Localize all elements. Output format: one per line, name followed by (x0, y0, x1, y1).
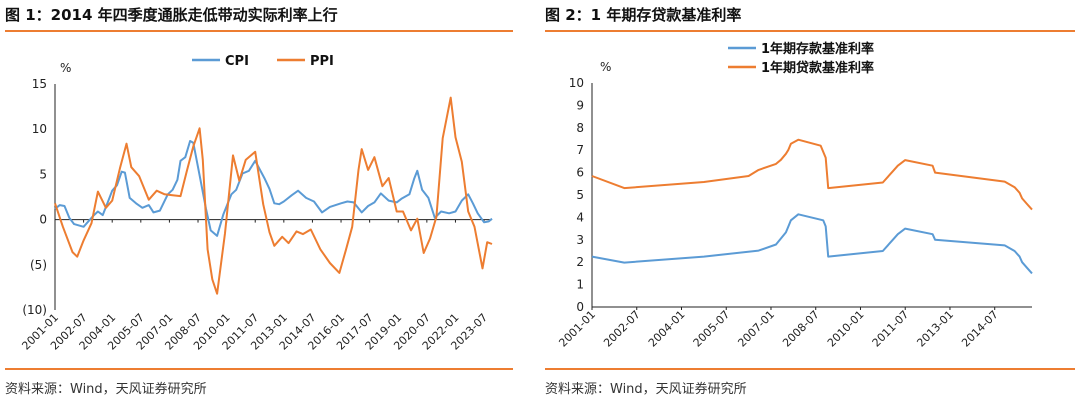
y-tick-label: (10) (22, 303, 47, 317)
title-underline (5, 30, 513, 32)
x-tick-label: 2008-07 (780, 308, 822, 350)
x-tick-label: 2010-01 (825, 308, 867, 350)
figure-1-source: 资料来源：Wind，天风证券研究所 (5, 382, 207, 397)
series-line-a (54, 140, 493, 237)
legend-label: CPI (225, 54, 249, 69)
y-tick-label: 0 (39, 213, 47, 227)
y-tick-label: 9 (576, 98, 584, 112)
series-line-b (54, 96, 493, 295)
source-rule (5, 368, 513, 370)
figure-2-title: 图 2：1 年期存贷款基准利率 (545, 6, 742, 24)
y-tick-label: 7 (576, 143, 584, 157)
series-line-b (591, 138, 1033, 211)
y-tick-label: 5 (39, 167, 47, 181)
figure-2-source: 资料来源：Wind，天风证券研究所 (545, 382, 747, 397)
legend-label: PPI (310, 54, 334, 69)
title-underline (545, 30, 1075, 32)
x-tick-label: 2002-07 (601, 308, 643, 350)
y-tick-label: 2 (576, 255, 584, 269)
legend-label: 1年期存款基准利率 (761, 41, 874, 57)
y-tick-label: 0 (576, 300, 584, 314)
y-tick-label: 6 (576, 166, 584, 180)
benchmark-rate-line-chart: % 0 1 2 3 4 5 6 7 8 9 10 2001-01 2002-07 2004-01 2005-0… (556, 41, 1033, 350)
cpi-ppi-line-chart: %151050(5)(10)2001-012002-072004-012005-… (19, 54, 493, 353)
source-rule (545, 368, 1075, 370)
legend-label: 1年期贷款基准利率 (761, 60, 874, 76)
x-tick-label: 2001-01 (556, 308, 598, 350)
y-tick-label: 5 (576, 188, 584, 202)
y-tick-label: (5) (30, 258, 47, 272)
y-tick-label: 10 (569, 76, 584, 90)
x-tick-label: 2011-07 (870, 308, 912, 350)
y-axis-unit-label: % (60, 61, 71, 75)
y-tick-label: 3 (576, 233, 584, 247)
y-tick-label: 4 (576, 210, 584, 224)
y-axis-unit-label: % (600, 60, 611, 74)
figure-2-panel: 图 2：1 年期存贷款基准利率 % 0 1 2 3 4 5 6 7 8 9 10 2001-01 2002… (540, 0, 1080, 403)
x-tick-label: 2013-01 (914, 308, 956, 350)
y-tick-label: 8 (576, 121, 584, 135)
y-tick-label: 10 (32, 122, 47, 136)
figure-1-title: 图 1：2014 年四季度通胀走低带动实际利率上行 (5, 6, 338, 24)
figure-1-panel: 图 1：2014 年四季度通胀走低带动实际利率上行 % 15 10 5 0 (5) (10)… (0, 0, 515, 403)
series-line-a (591, 213, 1033, 275)
x-tick-label: 2014-07 (959, 308, 1001, 350)
y-tick-label: 1 (576, 278, 584, 292)
x-tick-label: 2004-01 (646, 308, 688, 350)
x-tick-label: 2007-01 (735, 308, 777, 350)
y-tick-label: 15 (32, 77, 47, 91)
x-tick-label: 2005-07 (691, 308, 733, 350)
